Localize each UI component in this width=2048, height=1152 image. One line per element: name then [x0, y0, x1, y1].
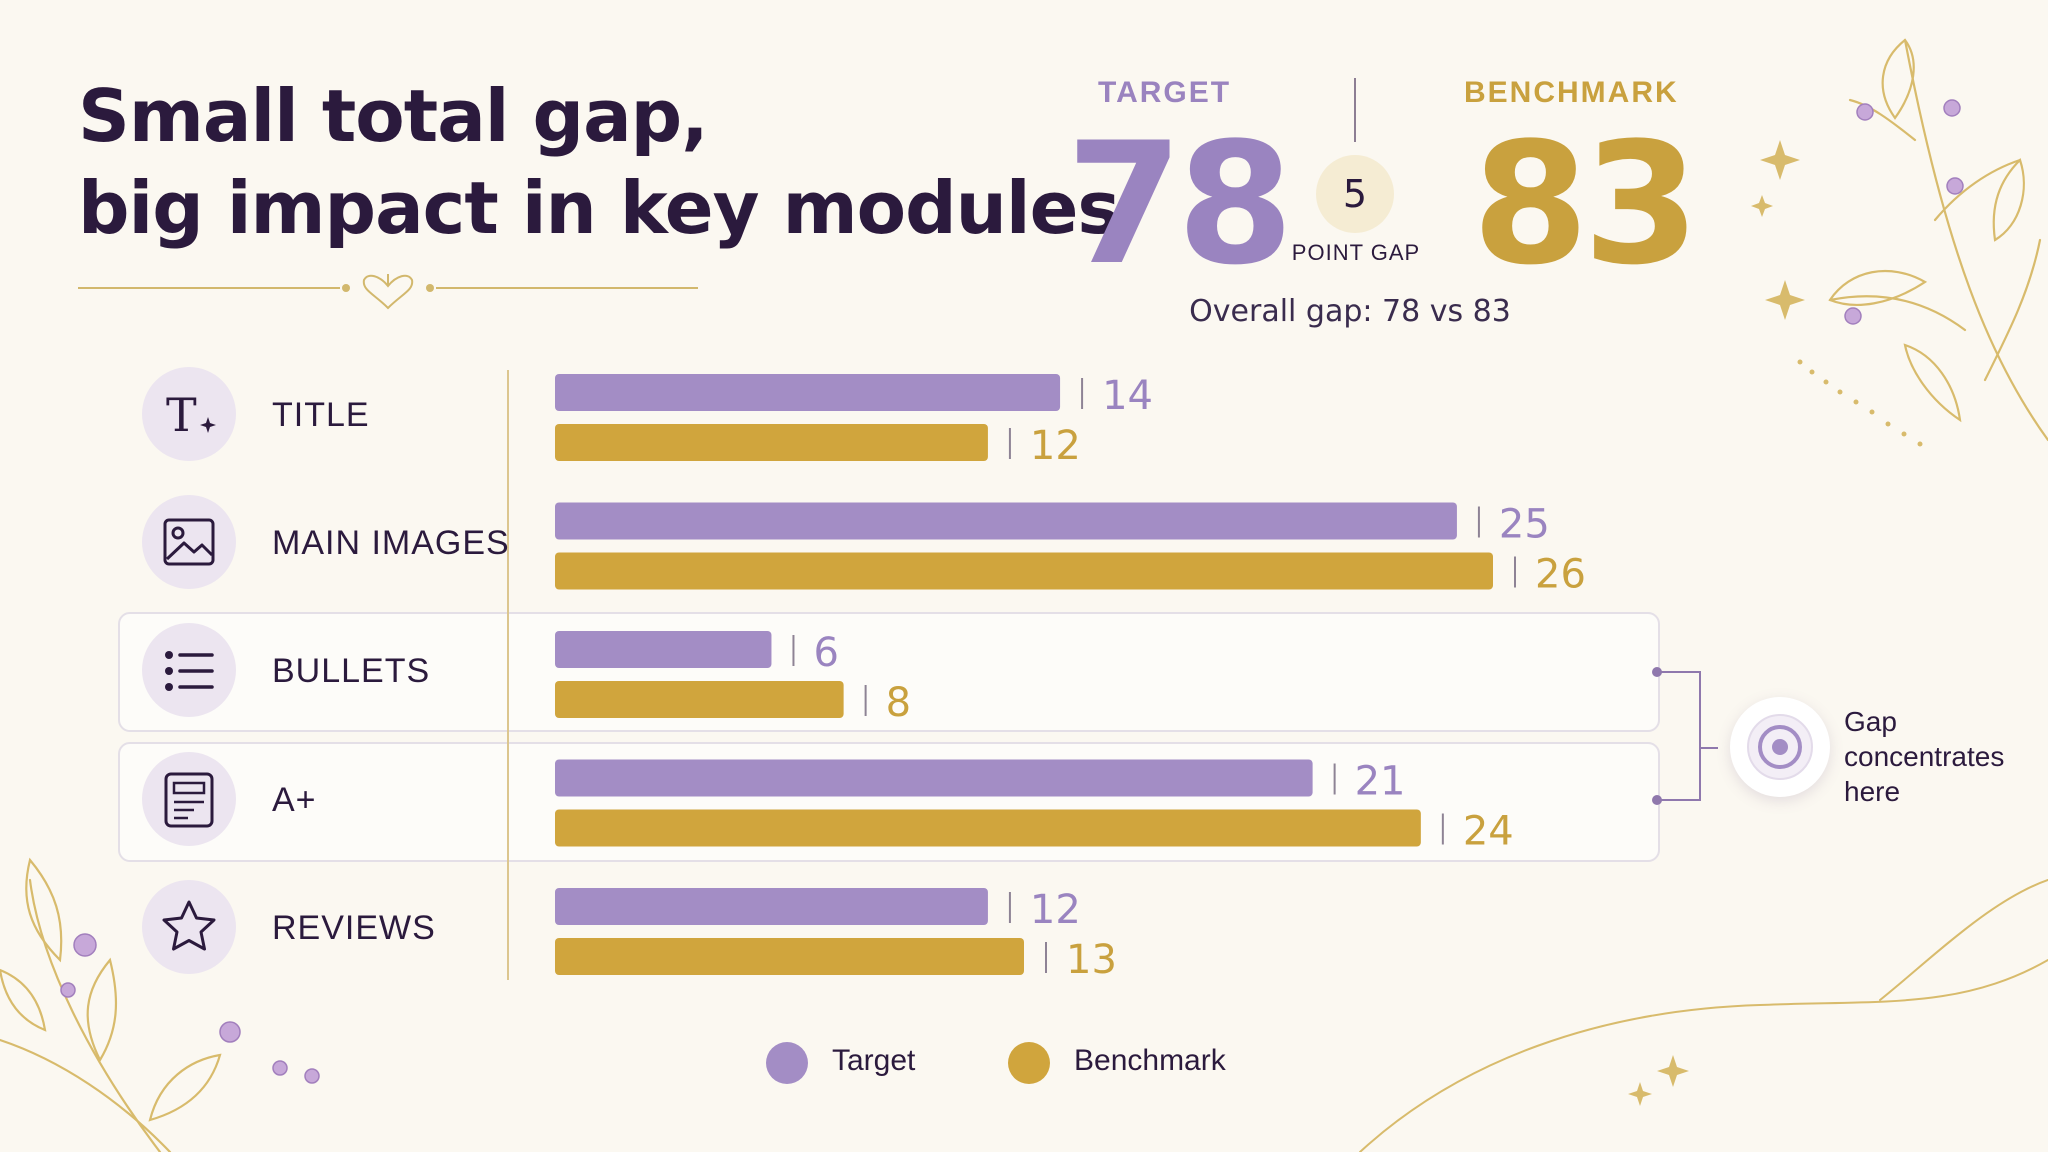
bar-title-benchmark	[555, 424, 988, 461]
bar-reviews-benchmark	[555, 938, 1024, 975]
title-divider	[78, 274, 698, 310]
benchmark-score-label: BENCHMARK	[1464, 76, 1679, 109]
title-text-icon: T	[142, 367, 236, 461]
overall-gap-caption: Overall gap: 78 vs 83	[1189, 294, 1511, 329]
value-label-reviews-target: 12	[1030, 887, 1081, 933]
value-label-a-benchmark: 24	[1463, 809, 1514, 855]
legend-swatch-target	[766, 1042, 808, 1084]
bar-title-target	[555, 374, 1061, 411]
module-label-bullets: BULLETS	[272, 652, 431, 690]
value-label-bullets-target: 6	[813, 630, 838, 676]
callout-text: Gap concentrates here	[1844, 704, 2004, 809]
headline-line-2: big impact in key modules	[78, 166, 1120, 250]
target-score-label: TARGET	[1098, 76, 1232, 109]
callout-bracket-dot-2	[1652, 795, 1662, 805]
module-label-main-images: MAIN IMAGES	[272, 524, 510, 562]
bar-bullets-target	[555, 631, 772, 668]
target-icon	[1730, 697, 1830, 797]
headline: Small total gap, big impact in key modul…	[78, 70, 1120, 254]
score-divider	[1354, 78, 1356, 142]
gap-badge: 5	[1316, 155, 1394, 233]
module-label-title: TITLE	[272, 396, 370, 434]
value-label-main-images-benchmark: 26	[1535, 552, 1586, 598]
value-label-title-benchmark: 12	[1030, 423, 1081, 469]
callout-line-2: concentrates	[1844, 741, 2005, 772]
star-icon	[142, 880, 236, 974]
bullet-list-icon	[142, 623, 236, 717]
bar-main-images-benchmark	[555, 552, 1493, 590]
callout-bracket-dot-1	[1652, 667, 1662, 677]
headline-line-1: Small total gap,	[78, 74, 709, 158]
bar-reviews-target	[555, 888, 988, 925]
callout-bracket	[1657, 671, 1718, 801]
value-label-a-target: 21	[1355, 759, 1406, 805]
svg-text:T: T	[166, 388, 197, 442]
bar-bullets-benchmark	[555, 681, 844, 718]
label-column-divider	[507, 370, 509, 980]
image-icon	[142, 495, 236, 589]
benchmark-score-value: 83	[1472, 106, 1700, 302]
value-label-reviews-benchmark: 13	[1066, 937, 1117, 983]
content-page-icon	[142, 752, 236, 846]
target-score-value: 78	[1066, 106, 1294, 302]
bar-a-target	[555, 759, 1313, 797]
callout-line-1: Gap	[1844, 706, 1897, 737]
legend-label-target: Target	[832, 1044, 916, 1077]
legend-swatch-benchmark	[1008, 1042, 1050, 1084]
bar-a-benchmark	[555, 809, 1421, 847]
gap-caption: POINT GAP	[1291, 240, 1421, 265]
module-label-reviews: REVIEWS	[272, 909, 436, 947]
value-label-bullets-benchmark: 8	[886, 680, 911, 726]
value-label-title-target: 14	[1102, 373, 1153, 419]
bar-main-images-target	[555, 502, 1457, 540]
module-label-aplus: A+	[272, 781, 317, 819]
legend-label-benchmark: Benchmark	[1074, 1044, 1226, 1077]
callout-line-3: here	[1844, 776, 1901, 807]
highlight-row-bullets	[118, 612, 1660, 732]
value-label-main-images-target: 25	[1499, 502, 1550, 548]
